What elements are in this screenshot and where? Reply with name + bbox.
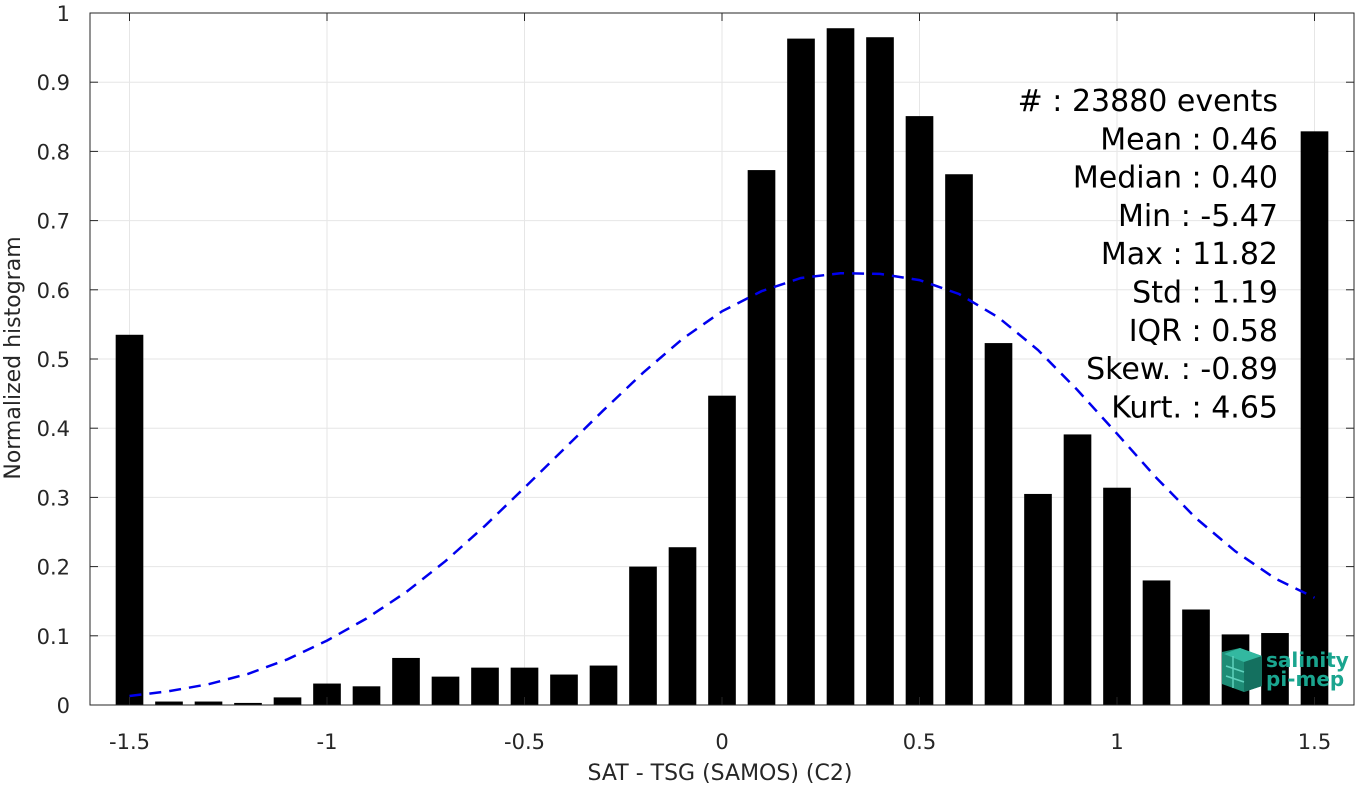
y-tick-label: 0.9	[37, 71, 70, 95]
x-tick-label: 1.5	[1298, 730, 1331, 754]
axis-ticks	[90, 12, 1354, 706]
logo-line1: salinity	[1266, 648, 1349, 672]
histogram-bar	[1024, 493, 1052, 705]
histogram-bar	[629, 566, 657, 705]
histogram-bar	[115, 334, 144, 705]
histogram-bar	[1142, 580, 1171, 705]
stats-line: Kurt. : 4.65	[1111, 390, 1278, 425]
x-tick-label: 1	[1110, 730, 1123, 754]
histogram-bar	[1300, 131, 1329, 705]
histogram-bar	[945, 174, 973, 706]
histogram-bar	[787, 38, 815, 705]
stats-line: # : 23880 events	[1018, 84, 1278, 119]
stats-line: Std : 1.19	[1132, 276, 1278, 311]
stats-line: IQR : 0.58	[1129, 314, 1278, 349]
y-tick-label: 0.7	[37, 210, 70, 234]
histogram-bar	[471, 667, 499, 705]
histogram-bar	[431, 676, 460, 705]
histogram-bar	[905, 116, 934, 705]
histogram-bar	[826, 28, 855, 706]
logo-line2: pi-mep	[1266, 667, 1344, 691]
stats-line: Min : -5.47	[1118, 199, 1278, 234]
y-tick-label: 0.5	[37, 348, 70, 372]
bars	[115, 28, 1329, 706]
y-tick-label: 0	[57, 694, 70, 718]
x-tick-label: 0.5	[903, 730, 936, 754]
histogram-bar	[273, 697, 302, 705]
y-tick-label: 0.4	[37, 417, 70, 441]
x-tick-label: -1.5	[109, 730, 150, 754]
histogram-bar	[747, 170, 776, 706]
salinity-pi-mep-logo: salinity pi-mep	[1222, 648, 1349, 692]
histogram-bar	[589, 665, 618, 705]
x-tick-label: 0	[715, 730, 728, 754]
cube-icon	[1222, 648, 1262, 692]
y-tick-label: 0.3	[37, 486, 70, 510]
histogram-bar	[668, 547, 697, 705]
histogram-bar	[194, 701, 223, 705]
histogram-bar	[1261, 633, 1289, 705]
stats-line: Median : 0.40	[1073, 161, 1278, 196]
y-tick-label: 0.1	[37, 625, 70, 649]
y-tick-label: 0.6	[37, 279, 70, 303]
normal-fit-curve	[129, 271, 1316, 698]
x-tick-label: -0.5	[504, 730, 545, 754]
x-tick-label: -1	[317, 730, 338, 754]
y-tick-label: 1	[57, 2, 70, 26]
histogram-bar	[550, 674, 578, 705]
y-tick-label: 0.2	[37, 556, 70, 580]
y-tick-labels: 0 0.1 0.2 0.3 0.4 0.5 0.6 0.7 0.8 0.9 1	[37, 2, 70, 718]
stats-line: Mean : 0.46	[1100, 122, 1278, 157]
histogram-bar	[155, 701, 183, 705]
x-axis-label: SAT - TSG (SAMOS) (C2)	[588, 761, 853, 785]
histogram-bar	[1063, 434, 1092, 705]
histogram-bar	[866, 37, 894, 706]
histogram-bar	[392, 657, 420, 705]
histogram-bar	[984, 343, 1013, 705]
histogram-bar	[1103, 487, 1131, 705]
histogram-bar	[352, 686, 381, 705]
stats-line: Max : 11.82	[1101, 237, 1278, 272]
stats-line: Skew. : -0.89	[1086, 352, 1278, 387]
x-tick-labels: -1.5 -1 -0.5 0 0.5 1 1.5	[109, 730, 1331, 754]
y-axis-label: Normalized histogram	[1, 236, 26, 479]
histogram-bar	[708, 395, 736, 705]
histogram-bar	[313, 683, 341, 705]
histogram-bar	[234, 702, 262, 705]
y-tick-label: 0.8	[37, 140, 70, 164]
histogram-bar	[1182, 609, 1210, 705]
